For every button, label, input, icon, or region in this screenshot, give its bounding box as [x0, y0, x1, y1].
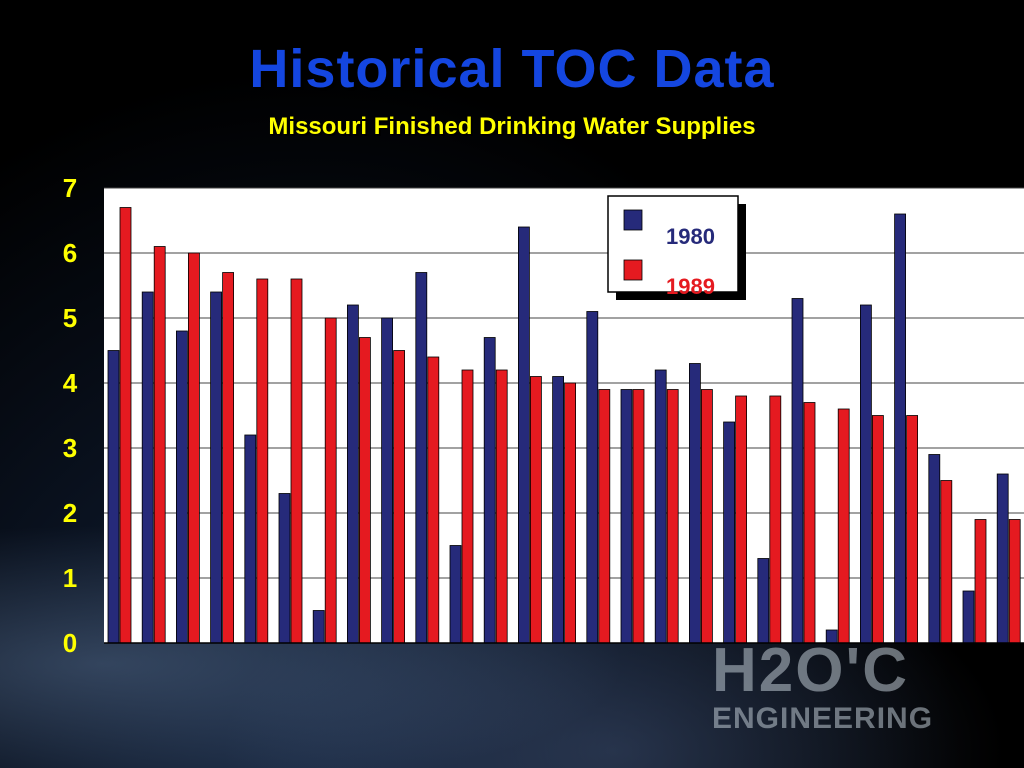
- bar-1980-7: [312, 610, 325, 644]
- bar-1989-12: [495, 369, 508, 644]
- bar-1989-19: [735, 395, 747, 644]
- y-tick-label: 4: [63, 368, 78, 398]
- logo-name: ENGINEERING: [712, 702, 934, 735]
- bar-1989-1: [119, 207, 132, 644]
- slide-title: Historical TOC Data: [249, 39, 775, 99]
- bar-1989-5: [256, 278, 269, 644]
- bar-1980-15: [586, 311, 599, 644]
- bar-1989-6: [290, 278, 303, 644]
- bar-1980-10: [415, 272, 428, 644]
- legend-swatch-1989: [623, 259, 643, 281]
- bar-1980-2: [141, 291, 154, 644]
- y-tick-label: 7: [63, 173, 77, 203]
- bar-1980-8: [346, 304, 359, 644]
- bar-1989-10: [427, 356, 440, 644]
- y-tick-label: 5: [63, 303, 77, 333]
- bar-1989-23: [872, 415, 884, 644]
- legend-label-1980: 1980: [666, 224, 715, 249]
- bar-1989-20: [769, 395, 782, 644]
- bar-1980-21: [791, 298, 804, 644]
- bar-1989-18: [701, 389, 713, 644]
- y-tick-label: 3: [63, 433, 77, 463]
- bar-1989-3: [187, 252, 200, 644]
- bar-1989-15: [598, 389, 611, 644]
- bar-1989-27: [1008, 519, 1021, 644]
- company-logo: H2O'C ENGINEERING: [712, 640, 1002, 740]
- bar-1989-9: [393, 350, 406, 644]
- bar-1980-26: [962, 590, 975, 644]
- slide-subtitle: Missouri Finished Drinking Water Supplie…: [268, 113, 756, 140]
- bar-1989-22: [837, 408, 850, 644]
- y-tick-label: 6: [63, 238, 77, 268]
- y-tick-label: 1: [63, 563, 77, 593]
- bar-1980-17: [654, 369, 667, 644]
- bar-1980-6: [278, 493, 291, 644]
- y-tick-label: 2: [63, 498, 77, 528]
- bar-1980-1: [107, 350, 120, 644]
- bar-1989-2: [153, 246, 166, 644]
- bar-1989-4: [222, 272, 235, 644]
- bar-1980-9: [381, 317, 394, 644]
- bar-1989-11: [461, 369, 474, 644]
- bar-1980-16: [620, 389, 633, 644]
- bar-1980-27: [996, 473, 1009, 644]
- bar-1989-16: [632, 389, 645, 644]
- bar-1989-24: [906, 415, 918, 644]
- bar-1989-26: [974, 519, 987, 644]
- bar-1980-14: [552, 376, 564, 644]
- bar-1989-17: [666, 389, 679, 644]
- bar-1980-13: [518, 226, 530, 644]
- logo-mark: H2O'C: [712, 636, 909, 705]
- bar-1989-25: [940, 480, 953, 644]
- bar-1980-25: [928, 454, 941, 644]
- bar-1980-18: [689, 363, 701, 644]
- bar-1980-11: [449, 545, 462, 644]
- bar-1989-14: [564, 382, 576, 644]
- legend-label-1989: 1989: [666, 274, 715, 299]
- bar-1980-23: [860, 304, 872, 644]
- y-tick-label: 0: [63, 628, 77, 658]
- bar-1980-5: [244, 434, 257, 644]
- bar-1989-8: [358, 337, 371, 644]
- bar-1980-19: [723, 421, 735, 644]
- bar-1980-24: [894, 213, 906, 644]
- plot-area: [104, 188, 1024, 643]
- bar-1989-13: [530, 376, 542, 644]
- bar-1980-20: [757, 558, 770, 644]
- bar-1989-21: [803, 402, 816, 644]
- bar-1989-7: [324, 317, 337, 644]
- bar-1980-3: [175, 330, 188, 644]
- legend-swatch-1980: [623, 209, 643, 231]
- bar-1980-4: [210, 291, 223, 644]
- bar-1980-12: [483, 337, 496, 644]
